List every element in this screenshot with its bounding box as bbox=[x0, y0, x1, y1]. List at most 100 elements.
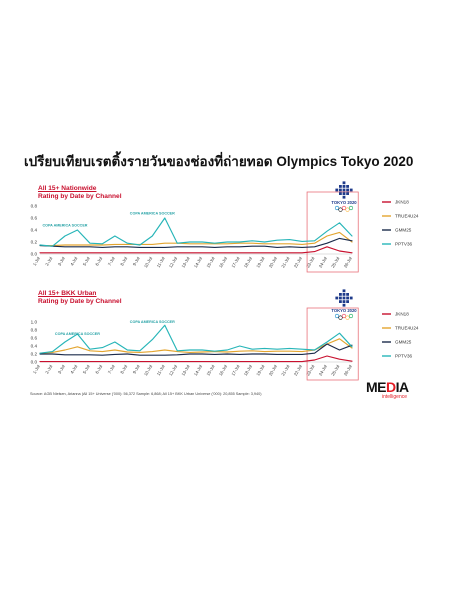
emblem-checker bbox=[339, 185, 342, 188]
y-tick-label: 0.0 bbox=[31, 252, 38, 257]
y-tick-label: 0.6 bbox=[31, 336, 38, 341]
x-tick-label: 8-Jul bbox=[119, 364, 128, 375]
olympic-ring bbox=[345, 315, 350, 320]
x-tick-label: 24-Jul bbox=[318, 256, 328, 269]
emblem-checker bbox=[342, 195, 346, 199]
tokyo-2020-emblem: TOKYO 2020 bbox=[331, 181, 357, 212]
emblem-label: TOKYO 2020 bbox=[331, 200, 357, 205]
chart-panel-nationwide: 0.0 0.2 0.4 0.6 0.8 1-Jul 2-Jul 3-Jul 4-Jul 5-Jul… bbox=[28, 180, 448, 288]
highlight-box bbox=[306, 191, 359, 273]
olympic-ring bbox=[338, 315, 343, 320]
x-tick-label: 13-Jul bbox=[180, 364, 190, 377]
x-tick-label: 7-Jul bbox=[107, 256, 116, 267]
olympic-ring bbox=[348, 313, 354, 319]
emblem-checker bbox=[342, 188, 346, 192]
x-tick-label: 18-Jul bbox=[243, 256, 253, 269]
x-tick-label: 11-Jul bbox=[156, 364, 166, 376]
emblem-checker bbox=[349, 188, 353, 192]
series-line-jkn18 bbox=[39, 246, 353, 254]
emblem-checker bbox=[339, 300, 342, 303]
emblem-checker bbox=[335, 296, 339, 300]
emblem-checker bbox=[342, 296, 346, 300]
subtitle-line2: Rating by Date by Channel bbox=[38, 298, 122, 305]
x-tick-label: 9-Jul bbox=[132, 364, 141, 375]
logo-wordmark: MEDIA bbox=[366, 379, 409, 395]
emblem-checker bbox=[346, 296, 349, 300]
annotation-label: COPA AMERICA SOCCER bbox=[130, 211, 175, 215]
highlight-box bbox=[306, 307, 359, 381]
olympic-ring bbox=[334, 313, 340, 319]
emblem-checker bbox=[339, 188, 342, 192]
emblem-checker bbox=[339, 192, 342, 195]
series-line-pptv36 bbox=[39, 324, 353, 354]
x-tick-label: 19-Jul bbox=[255, 364, 265, 377]
legend-label: GMM25 bbox=[395, 228, 412, 233]
x-tick-label: 14-Jul bbox=[193, 364, 203, 377]
emblem-checker bbox=[342, 293, 346, 296]
y-tick-label: 0.2 bbox=[31, 352, 38, 357]
x-tick-label: 26-Jul bbox=[343, 256, 353, 269]
emblem-checker bbox=[342, 181, 346, 185]
x-tick-label: 21-Jul bbox=[280, 256, 290, 269]
legend-label: PPTV36 bbox=[395, 354, 413, 359]
annotation-label: COPA AMERICA SOCCER bbox=[55, 332, 100, 336]
emblem-label: TOKYO 2020 bbox=[331, 308, 357, 313]
x-tick-label: 11-Jul bbox=[156, 256, 166, 268]
x-tick-label: 23-Jul bbox=[305, 256, 315, 269]
x-tick-label: 23-Jul bbox=[305, 364, 315, 377]
subtitle-line1: All 15+ BKK Urban bbox=[38, 290, 97, 297]
x-tick-label: 14-Jul bbox=[193, 256, 203, 269]
legend-label: GMM25 bbox=[395, 340, 412, 345]
y-tick-label: 0.4 bbox=[31, 228, 38, 233]
series-line-pptv36 bbox=[39, 217, 353, 247]
x-tick-label: 25-Jul bbox=[330, 364, 340, 377]
x-tick-label: 10-Jul bbox=[143, 256, 153, 269]
x-tick-label: 21-Jul bbox=[280, 364, 290, 377]
x-tick-label: 15-Jul bbox=[205, 256, 215, 269]
emblem-checker bbox=[342, 185, 346, 188]
emblem-checker bbox=[346, 185, 349, 188]
x-tick-label: 13-Jul bbox=[180, 256, 190, 269]
x-tick-label: 3-Jul bbox=[57, 256, 66, 267]
logo-subtitle: intelligence bbox=[382, 394, 408, 400]
y-tick-label: 0.8 bbox=[31, 204, 38, 209]
emblem-checker bbox=[342, 300, 346, 303]
y-tick-label: 0.4 bbox=[31, 344, 38, 349]
x-tick-label: 20-Jul bbox=[268, 364, 278, 377]
series-line-gmm25 bbox=[39, 343, 353, 356]
emblem-checker bbox=[342, 289, 346, 293]
series-line-jkn18 bbox=[39, 355, 353, 363]
x-tick-label: 15-Jul bbox=[205, 364, 215, 377]
subtitle-line1: All 15+ Nationwide bbox=[38, 185, 97, 192]
emblem-checker bbox=[346, 300, 349, 303]
series-line-gmm25 bbox=[39, 237, 353, 248]
legend-label: JKN18 bbox=[395, 200, 409, 205]
x-tick-label: 24-Jul bbox=[318, 364, 328, 377]
olympic-ring bbox=[345, 207, 350, 212]
source-note: Source: AGB Nielsen, Arianna (All 15+ Un… bbox=[30, 392, 262, 396]
x-tick-label: 17-Jul bbox=[230, 364, 240, 377]
subtitle-line2: Rating by Date by Channel bbox=[38, 193, 122, 200]
tokyo-2020-emblem: TOKYO 2020 bbox=[331, 289, 357, 320]
y-tick-label: 0.2 bbox=[31, 240, 38, 245]
x-tick-label: 4-Jul bbox=[69, 256, 78, 267]
x-tick-label: 1-Jul bbox=[32, 364, 41, 375]
emblem-checker bbox=[346, 293, 349, 296]
x-tick-label: 10-Jul bbox=[143, 364, 153, 377]
x-tick-label: 8-Jul bbox=[119, 256, 128, 267]
emblem-checker bbox=[339, 296, 342, 300]
legend-label: JKN18 bbox=[395, 312, 409, 317]
x-tick-label: 22-Jul bbox=[293, 364, 303, 377]
emblem-checker bbox=[349, 296, 353, 300]
legend-label: TRUE4U24 bbox=[395, 214, 419, 219]
x-tick-label: 5-Jul bbox=[82, 256, 91, 267]
chart-nationwide: 0.0 0.2 0.4 0.6 0.8 1-Jul 2-Jul 3-Jul 4-Jul 5-Jul… bbox=[31, 181, 419, 273]
x-tick-label: 17-Jul bbox=[230, 256, 240, 269]
x-tick-label: 3-Jul bbox=[57, 364, 66, 375]
x-tick-label: 4-Jul bbox=[69, 364, 78, 375]
series-line-true4u24 bbox=[39, 338, 353, 354]
olympic-ring bbox=[334, 205, 340, 211]
x-tick-label: 16-Jul bbox=[218, 256, 228, 269]
chart-panel-bkk: 0.0 0.2 0.4 0.6 0.8 1.0 1-Jul 2-Jul 3-Jul 4-Jul 5-… bbox=[28, 288, 448, 392]
y-tick-label: 1.0 bbox=[31, 320, 38, 325]
